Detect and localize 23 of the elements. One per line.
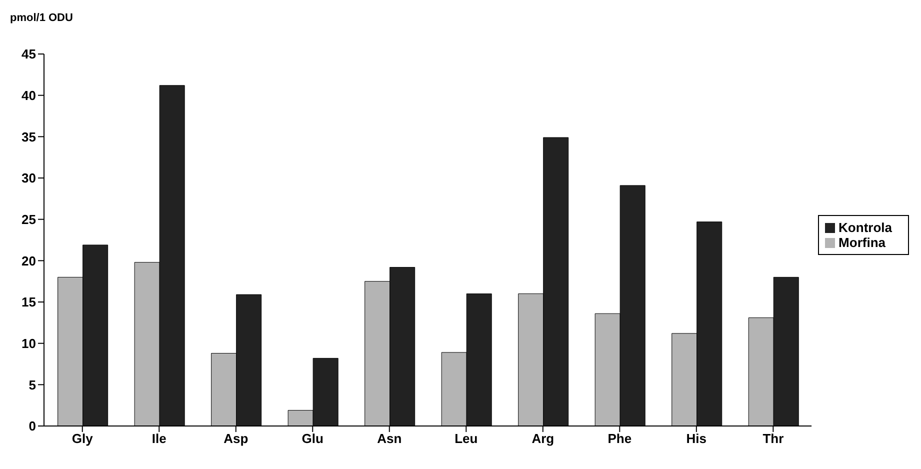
- x-tick-label: Asn: [377, 431, 402, 446]
- legend-label: Morfina: [838, 234, 886, 250]
- y-tick-label: 35: [22, 129, 36, 144]
- y-tick-label: 15: [22, 294, 36, 310]
- x-tick-label: Gly: [72, 431, 94, 446]
- x-tick-label: His: [686, 431, 707, 446]
- y-tick-label: 0: [28, 418, 36, 434]
- y-tick-label: 25: [22, 212, 36, 227]
- y-tick-label: 40: [22, 88, 36, 103]
- x-tick-label: Arg: [532, 431, 554, 446]
- x-tick-label: Thr: [762, 431, 784, 446]
- y-tick-label: 45: [22, 46, 36, 62]
- x-tick-label: Ile: [152, 431, 166, 446]
- y-axis-title: pmol/1 ODU: [10, 12, 73, 24]
- y-tick-label: 5: [28, 377, 36, 392]
- x-tick-label: Phe: [608, 431, 632, 446]
- x-tick-label: Asp: [224, 431, 248, 446]
- x-tick-label: Glu: [302, 431, 324, 446]
- y-tick-label: 10: [22, 336, 36, 351]
- x-tick-label: Leu: [454, 431, 478, 446]
- y-tick-label: 20: [22, 253, 36, 268]
- legend-label: Kontrola: [838, 220, 892, 234]
- y-tick-label: 30: [22, 170, 36, 186]
